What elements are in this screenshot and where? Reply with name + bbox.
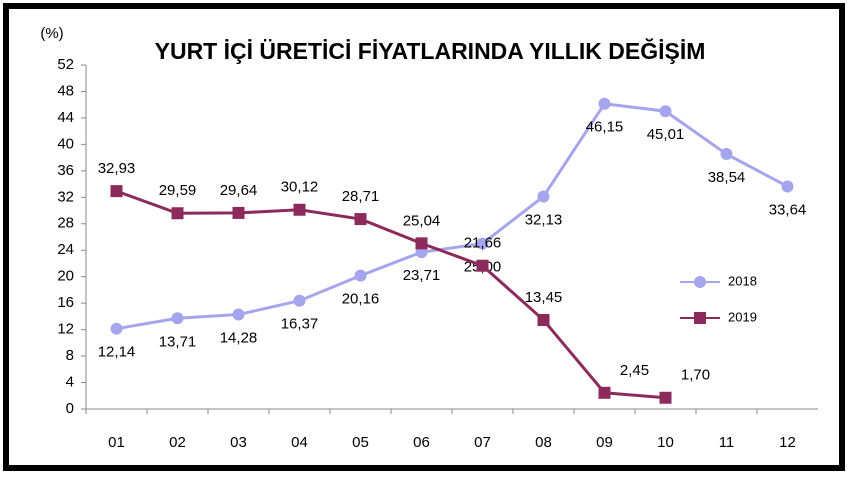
data-label: 13,45 bbox=[525, 289, 563, 306]
data-label: 12,14 bbox=[98, 344, 136, 361]
y-tick-label: 44 bbox=[57, 109, 74, 126]
x-tick-label: 12 bbox=[779, 434, 796, 451]
x-tick-label: 08 bbox=[535, 434, 552, 451]
data-label: 32,93 bbox=[98, 160, 136, 177]
y-tick-label: 4 bbox=[66, 374, 74, 391]
x-tick-label: 10 bbox=[657, 434, 674, 451]
point bbox=[171, 312, 184, 325]
data-label: 29,59 bbox=[159, 182, 197, 199]
point bbox=[110, 185, 123, 198]
point bbox=[232, 206, 245, 219]
point bbox=[659, 391, 672, 404]
x-tick-label: 03 bbox=[230, 434, 247, 451]
x-tick-label: 11 bbox=[719, 434, 735, 451]
data-label: 14,28 bbox=[220, 330, 258, 347]
point bbox=[720, 148, 733, 161]
y-tick-label: 48 bbox=[57, 82, 74, 99]
data-label: 32,13 bbox=[525, 211, 563, 228]
data-label: 13,71 bbox=[159, 333, 197, 350]
legend-label: 2019 bbox=[728, 309, 757, 324]
point bbox=[694, 312, 706, 324]
point bbox=[354, 213, 367, 226]
x-tick-label: 09 bbox=[596, 434, 613, 451]
data-label: 33,64 bbox=[769, 201, 807, 218]
x-tick-label: 04 bbox=[291, 434, 308, 451]
point bbox=[598, 386, 611, 399]
point bbox=[171, 207, 184, 220]
data-label: 30,12 bbox=[281, 179, 319, 196]
x-tick-label: 01 bbox=[108, 434, 125, 451]
y-tick-label: 32 bbox=[57, 188, 74, 205]
data-label: 38,54 bbox=[708, 169, 746, 186]
point bbox=[537, 190, 550, 203]
point bbox=[354, 269, 367, 282]
point bbox=[537, 314, 550, 327]
point bbox=[781, 180, 794, 193]
x-tick-label: 06 bbox=[413, 434, 430, 451]
y-tick-label: 40 bbox=[57, 135, 74, 152]
data-label: 45,01 bbox=[647, 126, 685, 143]
point bbox=[476, 237, 489, 250]
point bbox=[598, 97, 611, 110]
chart-title: YURT İÇİ ÜRETİCİ FİYATLARINDA YILLIK DEĞ… bbox=[155, 37, 706, 64]
y-tick-label: 12 bbox=[57, 321, 74, 338]
y-axis-label: (%) bbox=[40, 25, 63, 42]
x-tick-label: 07 bbox=[474, 434, 491, 451]
data-label: 16,37 bbox=[281, 316, 319, 333]
point bbox=[415, 237, 428, 250]
y-tick-label: 24 bbox=[57, 241, 74, 258]
x-tick-label: 05 bbox=[352, 434, 369, 451]
data-label: 21,66 bbox=[464, 235, 502, 252]
series-line bbox=[115, 189, 666, 400]
point bbox=[232, 308, 245, 321]
data-label: 2,45 bbox=[620, 362, 649, 379]
point bbox=[293, 203, 306, 216]
y-tick-label: 16 bbox=[57, 294, 74, 311]
y-tick-label: 0 bbox=[66, 400, 74, 417]
point bbox=[293, 294, 306, 307]
data-label: 25,04 bbox=[403, 212, 441, 229]
data-label: 28,71 bbox=[342, 188, 380, 205]
data-label: 29,64 bbox=[220, 182, 258, 199]
frame bbox=[3, 3, 845, 471]
point bbox=[110, 322, 123, 335]
data-label: 20,16 bbox=[342, 291, 380, 308]
point bbox=[694, 276, 706, 288]
legend-label: 2018 bbox=[728, 273, 757, 288]
y-tick-label: 8 bbox=[66, 347, 74, 364]
point bbox=[476, 259, 489, 272]
y-tick-label: 36 bbox=[57, 162, 74, 179]
series-line bbox=[116, 102, 789, 331]
y-tick-label: 52 bbox=[57, 56, 74, 73]
point bbox=[659, 105, 672, 118]
y-tick-label: 20 bbox=[57, 268, 74, 285]
x-tick-label: 02 bbox=[169, 434, 186, 451]
data-label: 23,71 bbox=[403, 267, 441, 284]
data-label: 1,70 bbox=[681, 367, 710, 384]
y-tick-label: 28 bbox=[57, 215, 74, 232]
data-label: 46,15 bbox=[586, 119, 624, 136]
